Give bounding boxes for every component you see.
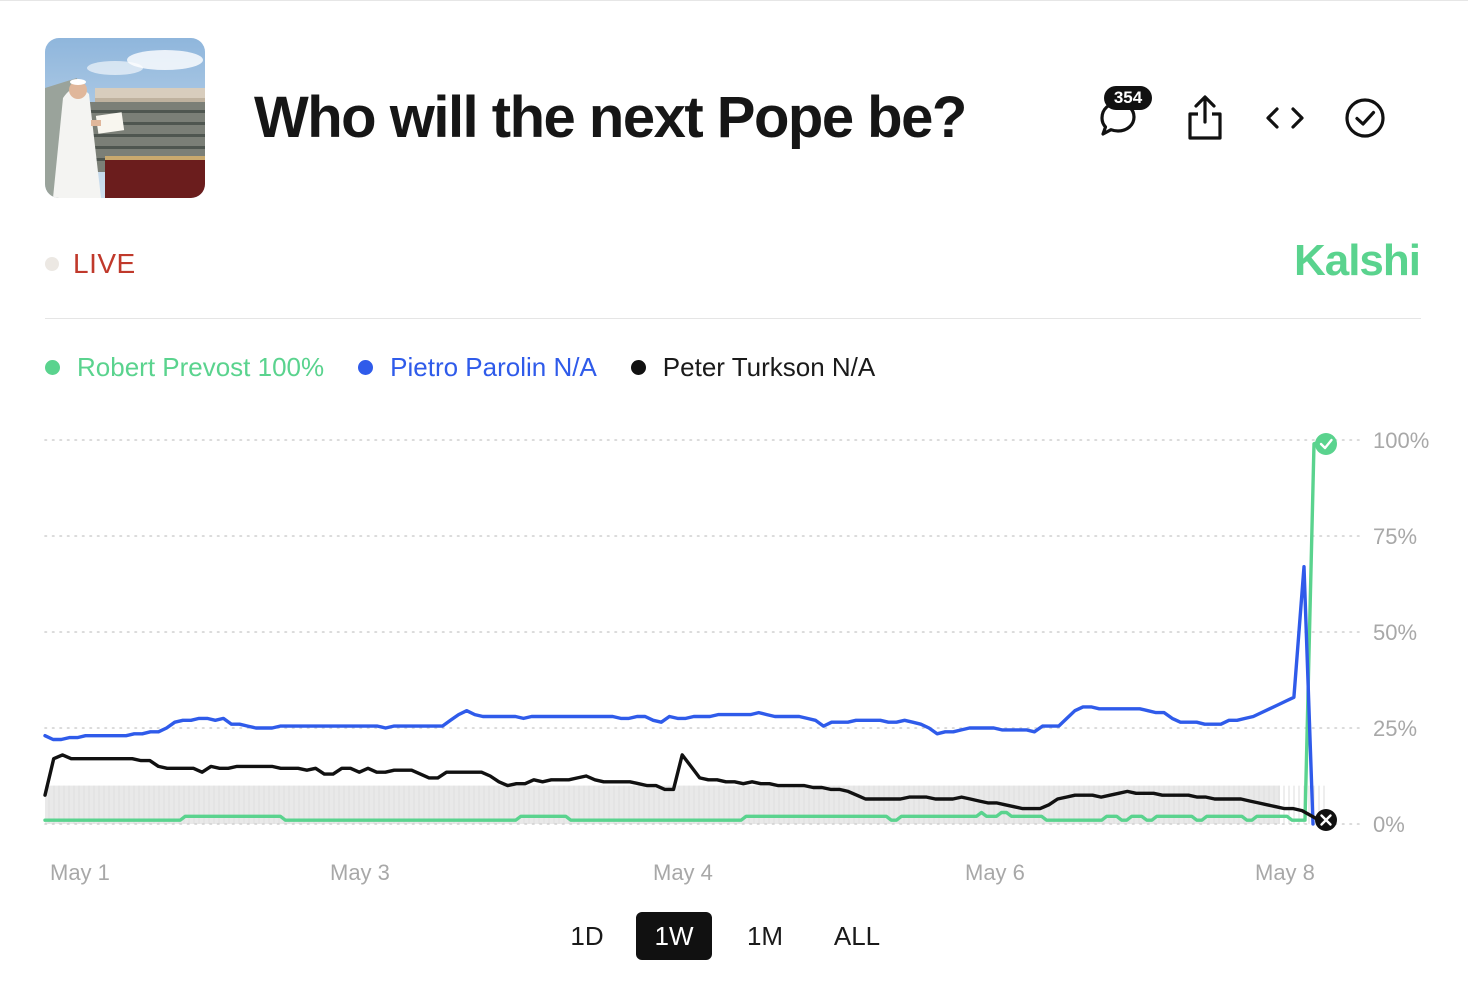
x-tick-label: May 1	[50, 860, 110, 885]
series-line-robert-prevost	[43, 438, 1328, 822]
close-icon	[1320, 814, 1332, 826]
y-tick-label: 50%	[1373, 620, 1417, 645]
chart-legend: Robert Prevost 100% Pietro Parolin N/A P…	[45, 352, 909, 383]
legend-item-turkson[interactable]: Peter Turkson N/A	[630, 352, 876, 383]
legend-name: Peter Turkson	[662, 352, 825, 382]
x-tick-label: May 8	[1255, 860, 1315, 885]
top-border	[0, 0, 1468, 1]
range-1m-button[interactable]: 1M	[746, 921, 784, 951]
legend-dot-icon	[45, 360, 60, 375]
y-tick-label: 0%	[1373, 812, 1405, 837]
range-1w-button[interactable]: 1W	[636, 912, 712, 960]
legend-dot-icon	[358, 360, 374, 375]
x-tick-label: May 4	[653, 860, 713, 885]
legend-item-prevost[interactable]: Robert Prevost 100%	[45, 352, 324, 383]
legend-dot-icon	[630, 360, 646, 375]
market-thumbnail	[45, 38, 205, 198]
embed-icon	[1266, 107, 1304, 129]
range-all-button[interactable]: ALL	[833, 921, 881, 951]
resolved-button[interactable]	[1337, 90, 1393, 146]
share-button[interactable]	[1177, 90, 1233, 146]
low-probability-band	[45, 785, 1280, 824]
y-tick-label: 25%	[1373, 716, 1417, 741]
check-circle-icon	[1345, 98, 1385, 138]
x-tick-label: May 6	[965, 860, 1025, 885]
x-tick-label: May 3	[330, 860, 390, 885]
share-icon	[1188, 95, 1222, 140]
check-icon	[1319, 438, 1333, 450]
live-label: LIVE	[73, 248, 136, 279]
legend-value: N/A	[831, 352, 876, 382]
legend-value: N/A	[553, 352, 597, 382]
y-tick-label: 100%	[1373, 428, 1429, 453]
series-line-pietro-parolin	[43, 565, 1315, 826]
legend-item-parolin[interactable]: Pietro Parolin N/A	[358, 352, 597, 383]
embed-button[interactable]	[1257, 90, 1313, 146]
page-title: Who will the next Pope be?	[254, 85, 967, 150]
time-range-selector: 1D 1W 1M ALL	[0, 912, 1468, 960]
legend-value: 100%	[257, 352, 325, 382]
winner-marker	[1315, 433, 1337, 455]
brand-logo: Kalshi	[1293, 236, 1421, 285]
divider	[45, 318, 1421, 319]
y-tick-label: 75%	[1373, 524, 1417, 549]
line-chart[interactable]: 100% 75% 50% 25% 0% May 1 May 3 May 4 May 6 May 8	[0, 400, 1468, 900]
range-1d-button[interactable]: 1D	[570, 921, 604, 951]
live-indicator: LIVE	[45, 248, 136, 280]
comment-count-badge: 354	[1104, 86, 1152, 110]
legend-name: Robert Prevost	[77, 352, 251, 382]
legend-name: Pietro Parolin	[390, 352, 547, 382]
series-line-peter-turkson	[43, 753, 1328, 826]
live-dot-icon	[45, 257, 59, 271]
